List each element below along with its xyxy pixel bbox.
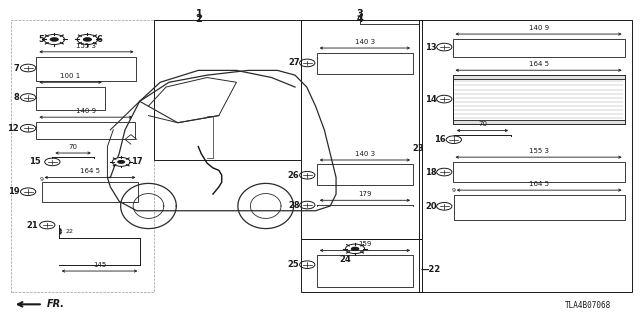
Circle shape <box>346 244 365 253</box>
Text: 16: 16 <box>434 135 445 144</box>
Text: 12: 12 <box>8 124 19 133</box>
Text: 4: 4 <box>356 14 364 24</box>
Bar <box>317 53 413 74</box>
Circle shape <box>77 34 98 44</box>
Bar <box>452 75 625 79</box>
Text: 21: 21 <box>27 220 38 229</box>
Text: 70: 70 <box>68 144 77 150</box>
Text: 6: 6 <box>97 35 103 44</box>
Text: 164 5: 164 5 <box>80 168 100 174</box>
Text: 27: 27 <box>288 59 300 68</box>
Text: 3: 3 <box>356 9 364 19</box>
Text: 13: 13 <box>425 43 436 52</box>
Text: FR.: FR. <box>47 299 65 309</box>
Text: 100 1: 100 1 <box>60 73 81 79</box>
Text: 9: 9 <box>40 177 44 181</box>
Circle shape <box>83 37 92 42</box>
Text: 25: 25 <box>288 260 300 269</box>
Bar <box>36 122 135 139</box>
Text: 1: 1 <box>196 9 202 19</box>
Text: TLA4B07068: TLA4B07068 <box>564 301 611 310</box>
Circle shape <box>112 157 130 166</box>
Text: 23: 23 <box>412 144 424 153</box>
Bar <box>36 57 136 81</box>
Text: 17: 17 <box>131 157 143 166</box>
Text: 2: 2 <box>196 14 202 24</box>
Circle shape <box>351 247 359 251</box>
Text: —22: —22 <box>420 265 441 274</box>
Text: 18: 18 <box>425 168 436 177</box>
Text: 140 9: 140 9 <box>76 108 96 114</box>
Bar <box>42 182 138 202</box>
Text: 140 9: 140 9 <box>529 25 548 31</box>
Text: 28: 28 <box>288 201 300 210</box>
Text: 159: 159 <box>358 241 372 247</box>
Bar <box>452 162 625 182</box>
Text: 24: 24 <box>340 255 351 264</box>
Bar <box>301 239 422 292</box>
Text: 5: 5 <box>39 35 45 44</box>
Text: 8: 8 <box>13 93 19 102</box>
Bar <box>11 20 154 292</box>
Bar <box>452 120 625 124</box>
Text: 155 3: 155 3 <box>529 148 548 154</box>
Text: 7: 7 <box>13 63 19 73</box>
Text: 179: 179 <box>358 191 372 197</box>
Bar <box>452 75 625 124</box>
Bar <box>454 195 625 220</box>
Bar <box>419 20 632 292</box>
Text: 26: 26 <box>288 171 300 180</box>
Bar <box>154 20 301 160</box>
Bar <box>452 39 625 57</box>
Bar <box>317 164 413 185</box>
Bar <box>301 20 422 239</box>
Text: 145: 145 <box>93 262 106 268</box>
Text: 140 3: 140 3 <box>355 151 375 157</box>
Text: 20: 20 <box>425 202 436 211</box>
Text: 15: 15 <box>29 157 41 166</box>
Text: 22: 22 <box>66 229 74 234</box>
Circle shape <box>44 34 65 44</box>
Text: 155 3: 155 3 <box>76 43 97 49</box>
Bar <box>317 255 413 287</box>
Text: 9: 9 <box>452 188 456 193</box>
Text: 19: 19 <box>8 187 19 196</box>
Text: 140 3: 140 3 <box>355 39 375 45</box>
Text: 14: 14 <box>425 95 436 104</box>
Circle shape <box>117 160 125 164</box>
Circle shape <box>50 37 59 42</box>
Text: 164 5: 164 5 <box>529 181 549 187</box>
Text: 164 5: 164 5 <box>529 61 548 67</box>
Bar <box>36 87 104 110</box>
Text: 70: 70 <box>478 121 487 127</box>
